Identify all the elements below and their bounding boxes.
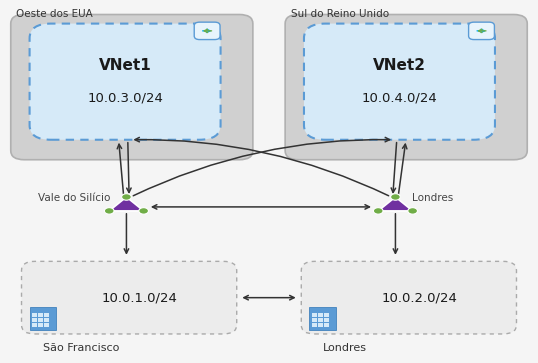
FancyBboxPatch shape [469, 22, 494, 40]
Text: VNet2: VNet2 [373, 58, 426, 73]
Bar [44, 323, 49, 327]
Circle shape [373, 208, 383, 214]
Text: Londres: Londres [412, 193, 453, 203]
Polygon shape [109, 197, 144, 211]
FancyBboxPatch shape [301, 261, 516, 334]
Text: 10.0.2.0/24: 10.0.2.0/24 [381, 291, 458, 304]
Text: Oeste dos EUA: Oeste dos EUA [16, 9, 93, 19]
Circle shape [122, 194, 131, 200]
Bar [38, 318, 43, 322]
Bar [38, 323, 43, 327]
Circle shape [139, 208, 148, 214]
Text: 10.0.1.0/24: 10.0.1.0/24 [102, 291, 178, 304]
Polygon shape [378, 197, 413, 211]
Text: VNet1: VNet1 [98, 58, 152, 73]
Bar [44, 313, 49, 317]
Text: Londres: Londres [323, 343, 367, 353]
Bar [324, 318, 329, 322]
Text: São Francisco: São Francisco [43, 343, 119, 353]
Bar [312, 323, 317, 327]
Text: 10.0.4.0/24: 10.0.4.0/24 [362, 91, 437, 105]
Bar [318, 313, 323, 317]
FancyBboxPatch shape [30, 24, 221, 140]
FancyBboxPatch shape [11, 15, 253, 160]
Bar [324, 323, 329, 327]
FancyBboxPatch shape [304, 24, 495, 140]
Bar [32, 318, 37, 322]
Circle shape [408, 208, 417, 214]
Text: 10.0.3.0/24: 10.0.3.0/24 [87, 91, 163, 105]
Bar [318, 323, 323, 327]
Bar [318, 318, 323, 322]
FancyBboxPatch shape [30, 307, 56, 330]
Bar [312, 318, 317, 322]
Circle shape [391, 194, 400, 200]
Bar [32, 313, 37, 317]
FancyBboxPatch shape [309, 307, 336, 330]
Bar [312, 313, 317, 317]
FancyBboxPatch shape [22, 261, 237, 334]
Circle shape [104, 208, 114, 214]
Text: Vale do Silício: Vale do Silício [38, 193, 110, 203]
Bar [44, 318, 49, 322]
Bar [324, 313, 329, 317]
Bar [38, 313, 43, 317]
FancyBboxPatch shape [285, 15, 527, 160]
Text: Sul do Reino Unido: Sul do Reino Unido [291, 9, 388, 19]
Bar [32, 323, 37, 327]
FancyBboxPatch shape [194, 22, 220, 40]
